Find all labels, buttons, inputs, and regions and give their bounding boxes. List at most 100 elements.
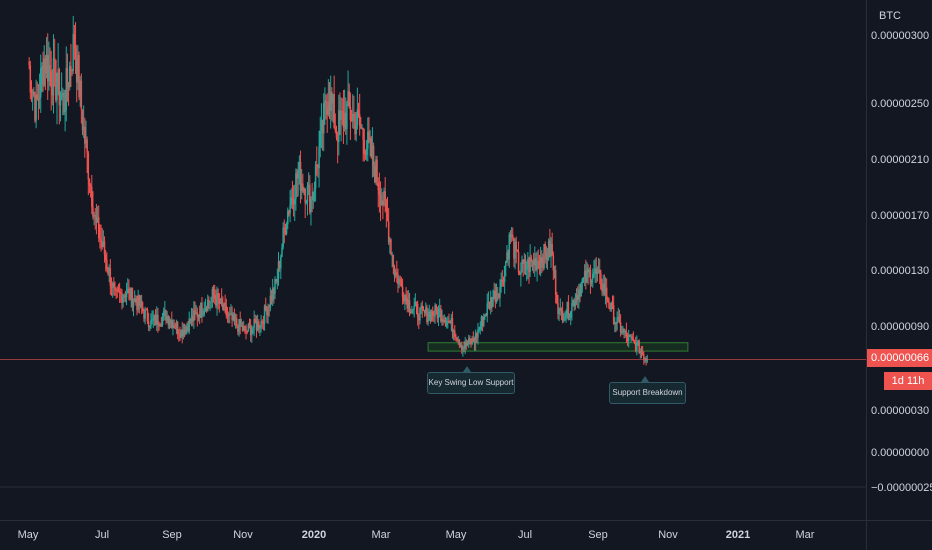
candle-body xyxy=(191,316,194,322)
candle-body xyxy=(126,288,129,294)
candle-body xyxy=(586,269,588,283)
candle-body xyxy=(256,321,259,331)
time-tick: Jul xyxy=(94,529,110,541)
candle-body xyxy=(539,257,542,268)
candle-body xyxy=(433,315,435,317)
annotation-support-breakdown[interactable]: Support Breakdown xyxy=(609,382,686,404)
candle-body xyxy=(420,305,422,308)
candle-body xyxy=(515,241,517,251)
candle-body xyxy=(319,130,321,148)
candle-body xyxy=(396,272,398,275)
candle-body xyxy=(78,54,80,98)
candle-body xyxy=(299,161,302,191)
candle-body xyxy=(638,340,640,354)
candle-body xyxy=(252,327,254,330)
candle-body xyxy=(369,137,371,141)
candle-body xyxy=(418,316,420,321)
candle-body xyxy=(447,320,449,324)
candle-body xyxy=(34,95,36,121)
candle-body xyxy=(184,326,187,334)
candle-body xyxy=(361,128,363,130)
price-tick: 0.00000170 xyxy=(871,210,930,222)
candle-body xyxy=(637,340,639,343)
candle-body xyxy=(107,268,109,275)
candle-body xyxy=(355,125,357,135)
candle-body xyxy=(358,114,361,126)
candle-body xyxy=(508,234,511,260)
candle-body xyxy=(398,279,400,285)
annotation-key-swing-low[interactable]: Key Swing Low Support xyxy=(427,372,515,394)
candle-body xyxy=(179,333,181,338)
candle-body xyxy=(370,137,373,158)
candle-body xyxy=(588,270,591,273)
candle-body xyxy=(186,326,188,328)
candle-body xyxy=(55,59,57,101)
candle-body xyxy=(80,80,83,110)
candle-body xyxy=(442,318,444,323)
annotation-pointer xyxy=(641,376,649,382)
candle-body xyxy=(67,84,70,88)
candle-body xyxy=(413,305,415,309)
candle-body xyxy=(202,314,204,316)
candle-body xyxy=(510,234,513,238)
candle-body xyxy=(507,252,509,260)
candle-body xyxy=(416,304,419,317)
candle-body xyxy=(79,80,81,98)
candle-body xyxy=(407,300,410,309)
price-axis-divider xyxy=(866,0,867,550)
candle-body xyxy=(454,330,456,337)
candle-body xyxy=(365,148,368,155)
candle-body xyxy=(499,287,501,298)
candle-body xyxy=(621,332,623,334)
candle-body xyxy=(634,342,637,351)
candle-body xyxy=(411,310,413,314)
candle-body xyxy=(310,199,312,213)
candle-body xyxy=(525,268,528,270)
quote-currency-label: BTC xyxy=(879,10,901,22)
candle-body xyxy=(471,338,473,344)
candle-body xyxy=(277,261,280,279)
candle-body xyxy=(291,197,294,199)
candle-body xyxy=(218,299,221,304)
candle-body xyxy=(234,318,237,321)
candle-body xyxy=(140,300,143,308)
candle-body xyxy=(28,61,30,66)
candle-body xyxy=(261,321,264,323)
candle-body xyxy=(596,272,599,275)
candle-body xyxy=(46,55,49,82)
candle-body xyxy=(329,91,332,111)
candle-body xyxy=(394,272,397,276)
candle-body xyxy=(86,139,88,153)
candle-body xyxy=(579,289,581,296)
candle-body xyxy=(444,319,447,326)
candle-body xyxy=(543,244,545,268)
candle-body xyxy=(646,359,649,361)
candlestick-plot[interactable] xyxy=(0,0,866,520)
candle-body xyxy=(349,107,352,120)
candle-body xyxy=(240,325,243,327)
candle-body xyxy=(253,318,255,328)
candle-body xyxy=(223,302,225,310)
candle-body xyxy=(587,269,589,273)
candle-body xyxy=(187,326,189,332)
candle-body xyxy=(520,272,522,275)
candle-body xyxy=(409,312,412,314)
candle-body xyxy=(522,259,524,264)
candle-body xyxy=(92,206,94,217)
candle-body xyxy=(618,317,621,323)
price-tick: 0.00000250 xyxy=(871,98,930,110)
candle-body xyxy=(346,103,348,130)
candle-body xyxy=(258,321,260,329)
candle-body xyxy=(266,309,268,316)
candle-body xyxy=(71,69,73,71)
candle-body xyxy=(601,288,603,292)
candle-body xyxy=(53,58,56,60)
candle-body xyxy=(387,221,390,243)
price-tick: 0.00000000 xyxy=(871,447,930,459)
candle-body xyxy=(343,112,346,128)
candle-body xyxy=(404,294,406,302)
candle-body xyxy=(155,314,158,325)
candle-body xyxy=(307,184,310,186)
candle-body xyxy=(392,254,395,267)
